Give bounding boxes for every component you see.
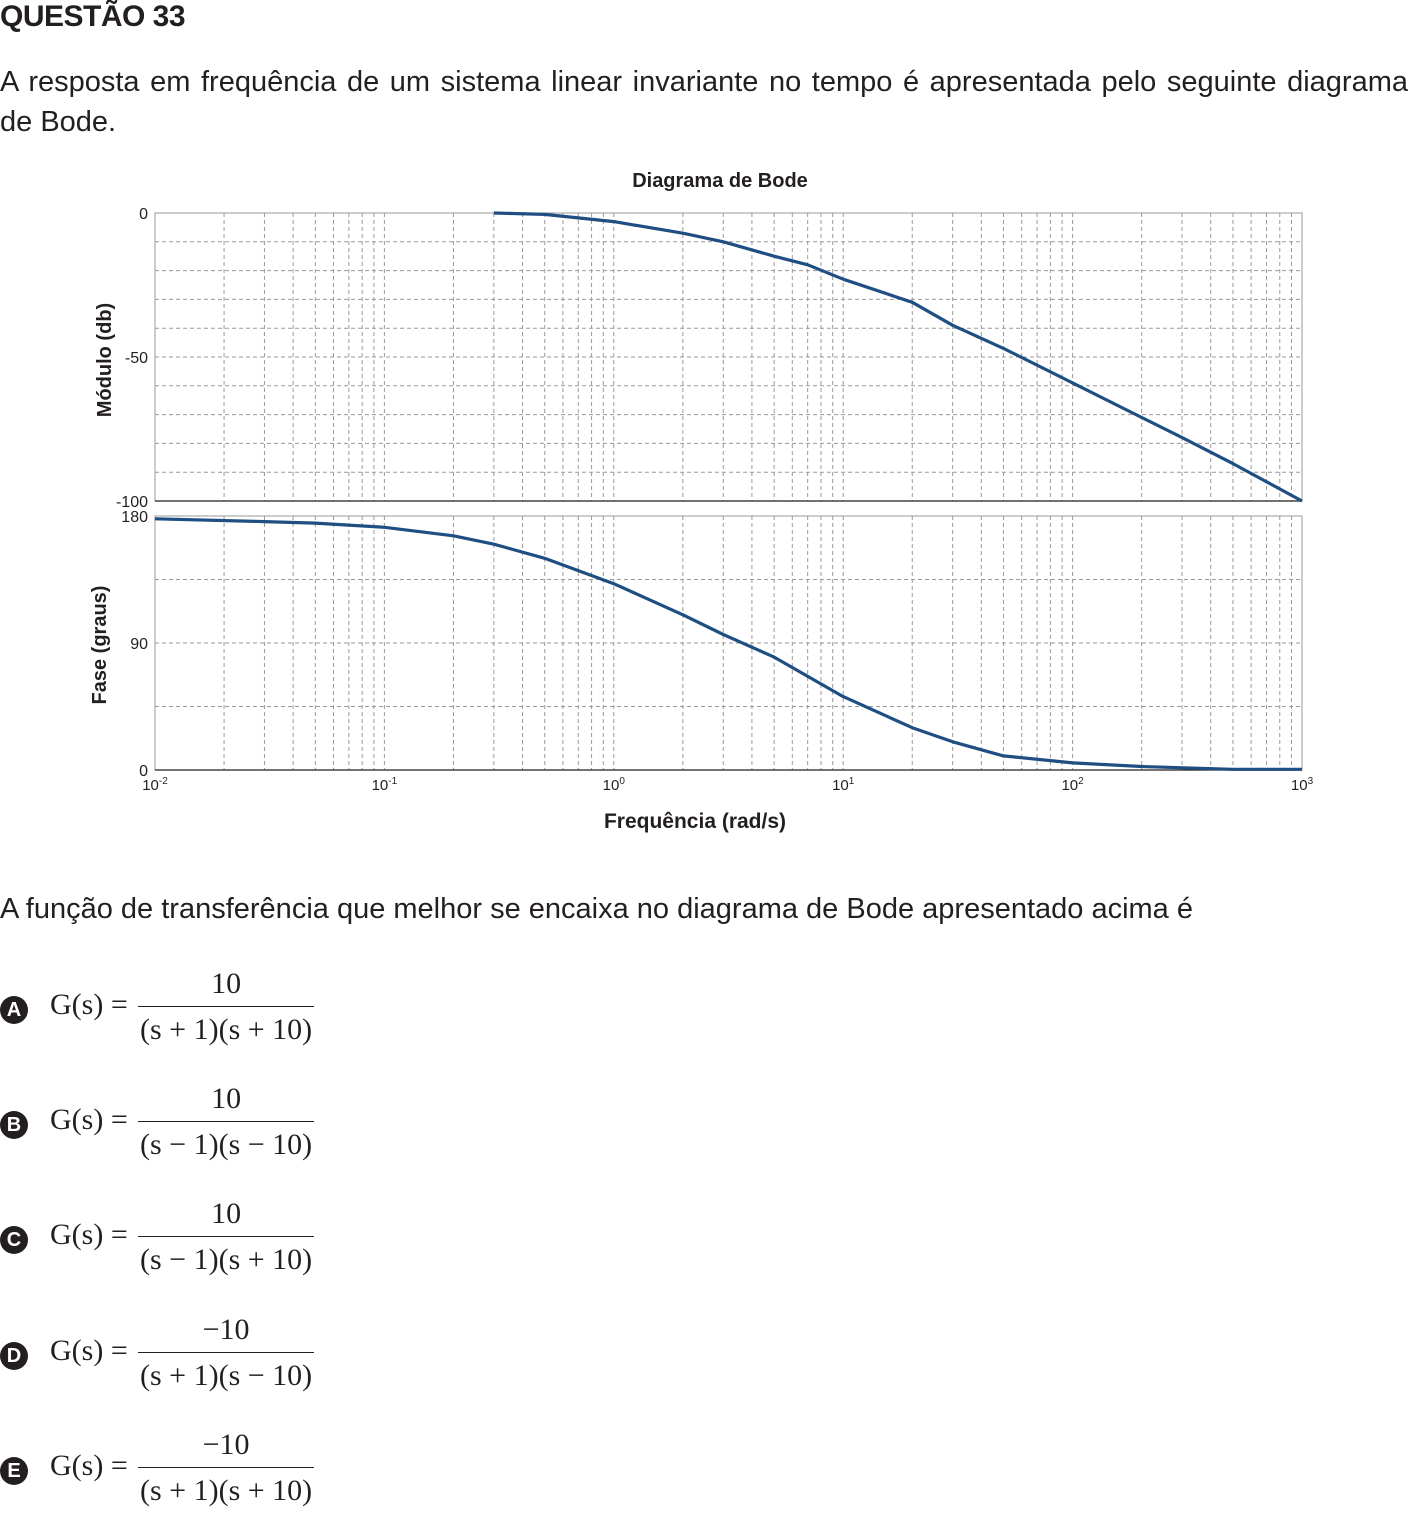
x-tick-label: 10-1 <box>372 776 398 794</box>
magnitude-panel: 0 -50 -100 <box>116 206 1303 511</box>
fraction: −10 (s + 1)(s + 10) <box>138 1425 315 1512</box>
chart-title: Diagrama de Bode <box>632 170 808 192</box>
option-letter-badge: C <box>0 1226 28 1254</box>
question-intro: A resposta em frequência de um sistema l… <box>0 66 1408 138</box>
y-tick-label: -100 <box>116 494 148 511</box>
option-letter-badge: B <box>0 1111 28 1139</box>
fraction-bar <box>138 1006 315 1007</box>
phase-panel: 180 90 0 <box>121 509 1303 780</box>
fraction-numerator: −10 <box>202 1428 250 1461</box>
option-letter-badge: D <box>0 1342 28 1370</box>
x-tick-label: 101 <box>832 776 855 794</box>
y-tick-label: 180 <box>121 509 148 526</box>
fraction-bar <box>138 1236 315 1237</box>
fraction-numerator: 10 <box>211 1197 242 1230</box>
x-tick-label: 102 <box>1061 776 1084 794</box>
x-axis-label: Frequência (rad/s) <box>604 810 786 833</box>
equation-lhs: G(s) = <box>50 1449 128 1482</box>
fraction-bar <box>138 1352 315 1353</box>
fraction: 10 (s − 1)(s − 10) <box>138 1079 315 1166</box>
option-letter-badge: A <box>0 996 28 1024</box>
fraction-denominator: (s + 1)(s + 10) <box>140 1013 313 1046</box>
fraction-numerator: 10 <box>211 1082 242 1115</box>
fraction-bar <box>138 1467 315 1468</box>
fraction: 10 (s − 1)(s + 10) <box>138 1194 315 1281</box>
y-tick-label: -50 <box>125 350 148 367</box>
option-letter-badge: E <box>0 1457 28 1485</box>
y-tick-label: 0 <box>139 763 148 780</box>
fraction-bar <box>138 1121 315 1122</box>
equation-lhs: G(s) = <box>50 1103 128 1136</box>
equation-lhs: G(s) = <box>50 988 128 1021</box>
fraction-numerator: 10 <box>211 967 242 1000</box>
fraction-denominator: (s − 1)(s − 10) <box>140 1128 313 1161</box>
y-tick-label: 0 <box>139 206 148 223</box>
question-title: QUESTÃO 33 <box>0 0 186 33</box>
equation-lhs: G(s) = <box>50 1218 128 1251</box>
magnitude-series-line <box>493 211 1303 503</box>
fraction: −10 (s + 1)(s − 10) <box>138 1310 315 1397</box>
y-axis-label-phase: Fase (graus) <box>89 586 111 705</box>
phase-series-line <box>154 517 1302 771</box>
y-tick-label: 90 <box>130 636 148 653</box>
fraction-numerator: −10 <box>202 1313 250 1346</box>
question-prompt: A função de transferência que melhor se … <box>0 893 1193 925</box>
fraction-denominator: (s + 1)(s − 10) <box>140 1359 313 1392</box>
equation-lhs: G(s) = <box>50 1334 128 1367</box>
fraction-denominator: (s − 1)(s + 10) <box>140 1243 313 1276</box>
x-tick-label: 100 <box>603 776 626 794</box>
y-axis-label-magnitude: Módulo (db) <box>94 303 116 417</box>
x-tick-label: 103 <box>1291 776 1314 794</box>
x-axis-ticks: 10-2 10-1 100 101 102 103 <box>142 776 1313 794</box>
fraction-denominator: (s + 1)(s + 10) <box>140 1474 313 1507</box>
fraction: 10 (s + 1)(s + 10) <box>138 964 315 1051</box>
x-tick-label: 10-2 <box>142 776 168 794</box>
